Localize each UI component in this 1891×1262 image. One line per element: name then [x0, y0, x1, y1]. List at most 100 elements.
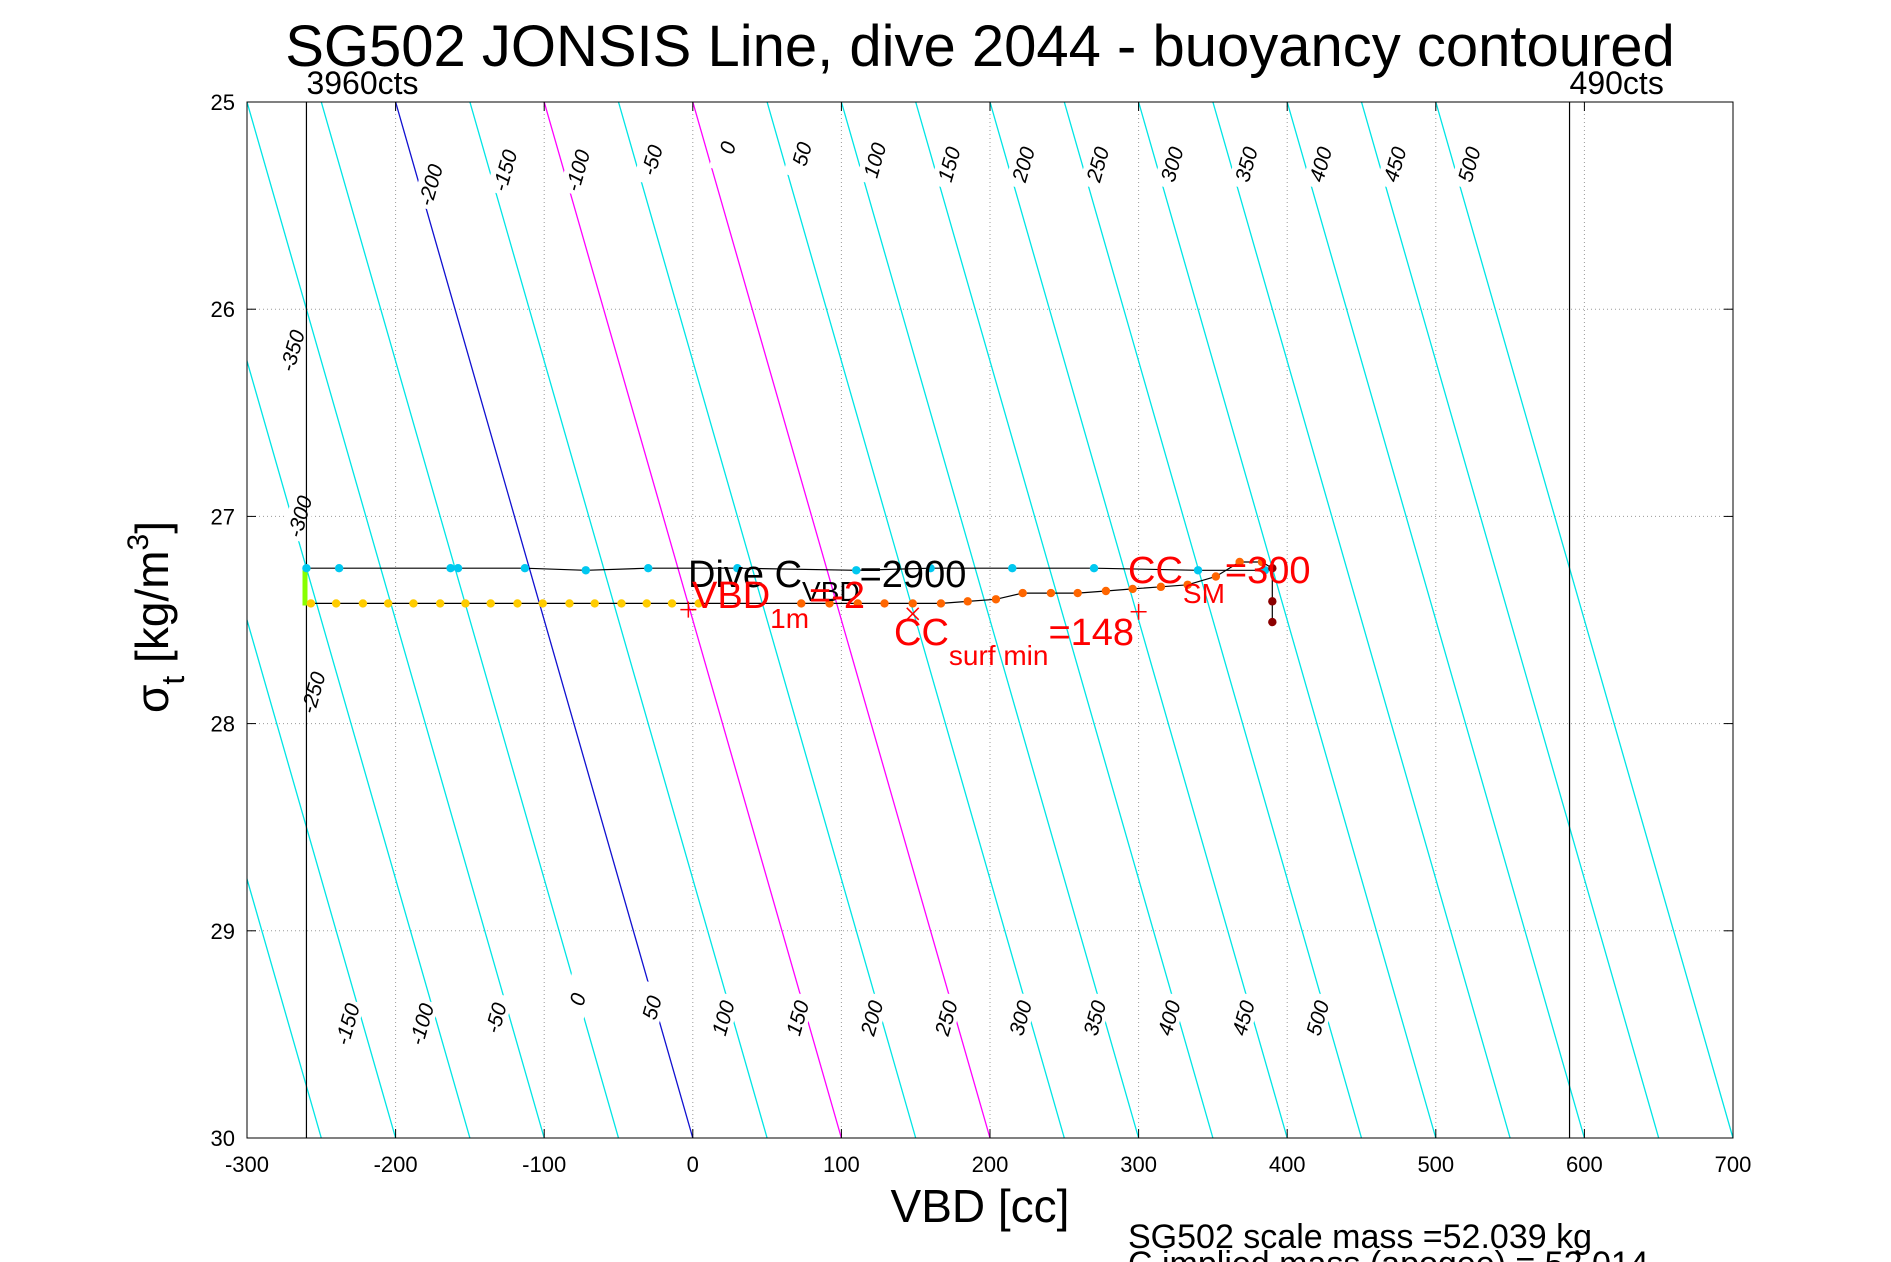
data-point [383, 599, 393, 608]
data-point [486, 599, 495, 608]
contour-line [1360, 102, 1660, 1138]
data-point [825, 599, 834, 608]
cc-surf-min-annotation: CCsurf min=148 [894, 612, 1134, 671]
contour-label-bg [1227, 137, 1264, 191]
data-point [936, 599, 946, 608]
y-tick-label: 27 [211, 504, 235, 529]
contour-label: 150 [782, 998, 814, 1038]
data-point [1089, 564, 1099, 573]
contour-label-bg [1001, 991, 1038, 1045]
data-point [453, 564, 463, 573]
data-point [1193, 566, 1203, 575]
contour-label: 250 [931, 998, 963, 1039]
contour-label: -300 [284, 493, 318, 540]
contour-label: 450 [1380, 144, 1412, 184]
data-point [1260, 566, 1270, 575]
x-tick-label: 0 [687, 1152, 699, 1177]
data-point [963, 597, 972, 606]
contour-label-bg [477, 991, 514, 1045]
contour-line [0, 102, 98, 1138]
contour-label: 200 [856, 998, 888, 1039]
contour-label: 450 [1228, 998, 1260, 1038]
y-tick-label: 29 [211, 919, 235, 944]
contour-line [247, 876, 322, 1138]
contour-line [247, 358, 471, 1138]
data-point [1073, 588, 1082, 598]
contour-label-bg [294, 666, 331, 719]
contour-label-bg [633, 981, 670, 1034]
data-point [1046, 588, 1056, 598]
contour-line [1137, 102, 1437, 1138]
count-label: 3960cts [306, 65, 418, 101]
data-point [565, 599, 574, 608]
data-point [1156, 582, 1166, 592]
contour-line [247, 102, 545, 1138]
contour-label: 300 [1157, 144, 1189, 184]
cross-marker [906, 607, 920, 621]
data-point [538, 599, 547, 608]
x-tick-label: 500 [1417, 1152, 1454, 1177]
data-point [358, 599, 368, 608]
contour-line [1212, 102, 1511, 1138]
contour-label: 200 [1008, 144, 1040, 185]
contour-label: 100 [708, 998, 740, 1038]
cc-sm-annotation: CCSM=300 [1128, 550, 1310, 609]
data-point [435, 599, 445, 608]
climb-track-line [305, 561, 1273, 604]
contour-label-bg [1004, 137, 1041, 191]
data-point [1183, 580, 1192, 589]
contour-label-bg [633, 133, 670, 187]
data-point [644, 564, 653, 573]
y-tick-label: 28 [211, 712, 235, 737]
contour-label-bg [778, 991, 815, 1045]
x-tick-label: 700 [1715, 1152, 1752, 1177]
vbd-1m-annotation: VBD1m=-2 [692, 575, 865, 634]
data-point [331, 599, 341, 608]
contour-label: 400 [1305, 144, 1337, 184]
contour-line [692, 102, 991, 1138]
x-tick-label: 200 [972, 1152, 1009, 1177]
data-point [581, 566, 591, 575]
data-point [1235, 557, 1244, 567]
data-point [513, 599, 522, 608]
data-point [1008, 564, 1017, 573]
data-point [409, 599, 418, 608]
contour-label: 500 [1302, 998, 1334, 1038]
contour-line [543, 102, 843, 1138]
x-tick-label: 100 [823, 1152, 860, 1177]
data-point [590, 599, 599, 608]
contour-label: 400 [1154, 998, 1186, 1038]
contour-line [1435, 102, 1733, 1138]
contour-label: -200 [414, 162, 448, 209]
data-point [1018, 588, 1027, 598]
data-point [991, 595, 1001, 604]
contour-label: -50 [481, 1000, 512, 1036]
contour-label-bg [708, 121, 746, 174]
x-axis-title: VBD [cc] [891, 1180, 1070, 1232]
plus-marker [680, 601, 697, 618]
data-point [667, 599, 677, 608]
contour-label-bg [1153, 137, 1190, 191]
contour-label-bg [1301, 137, 1339, 191]
contour-label: 250 [1082, 144, 1114, 185]
contour-label-bg [1376, 137, 1413, 191]
y-axis-title: σt [kg/m3] [122, 521, 191, 713]
contour-label-bg [558, 972, 596, 1026]
contour-line [915, 102, 1214, 1138]
contour-label: -150 [331, 1001, 365, 1048]
axes: -350-300-250-200 -150 -100 -50 0 50 100 150 200 2… [211, 90, 1752, 1177]
contour-label-bg [411, 158, 448, 212]
contour-line [840, 102, 1140, 1138]
contour-label: -50 [637, 142, 668, 178]
data-point [852, 566, 861, 575]
contour-label: 350 [1231, 144, 1263, 184]
contour-label-bg [1150, 991, 1187, 1045]
contour-line [247, 1135, 248, 1138]
contour-label-bg [783, 127, 820, 181]
data-point [1211, 572, 1221, 581]
contour-line [766, 102, 1065, 1138]
contour-label: 350 [1080, 998, 1112, 1038]
contour-line [989, 102, 1288, 1138]
contour-label-bg [855, 133, 893, 187]
